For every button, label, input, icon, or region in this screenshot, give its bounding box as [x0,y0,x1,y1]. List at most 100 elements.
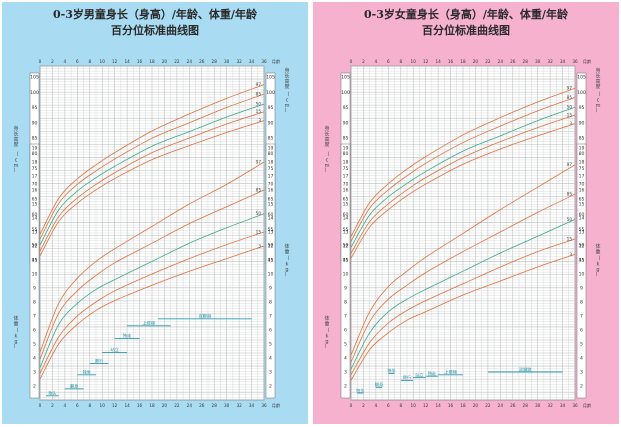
length-tick-right: 85 [268,136,274,142]
length-tick-left: 100 [30,90,39,96]
weight-tick-right: 4 [269,356,272,362]
weight-tick-left: 6 [33,328,36,334]
weight-percentile-label-85: 85 [256,187,262,192]
weight-tick-left: 3 [344,370,347,376]
length-tick-right: 75 [579,166,585,172]
length-percentile-label-85: 85 [567,95,573,100]
axis-label-char: m [14,163,19,169]
axis-label-char: c [326,157,329,163]
weight-tick-left: 10 [32,272,38,278]
length-percentile-label-85: 85 [256,91,262,96]
axis-label-char: g [596,267,599,273]
x-tick-label-bottom: 16 [448,403,454,408]
weight-tick-right: 9 [269,286,272,292]
x-tick-label-bottom: 32 [547,403,553,408]
weight-tick-right: 7 [580,314,583,320]
length-tick-right: 70 [579,181,585,187]
weight-tick-right: 11 [579,258,585,264]
x-tick-label-top: 14 [435,59,441,64]
length-tick-left: 70 [32,181,38,187]
axis-label-char: 长 [13,130,18,137]
axis-label-char: （ [13,328,18,334]
weight-axis-title-left: 体重 [324,315,329,327]
weight-axis-box [265,143,276,399]
x-tick-label-bottom: 28 [212,403,218,408]
axis-label-char: k [597,261,600,267]
weight-axis-unit-left: （kg） [13,328,18,350]
weight-tick-left: 2 [33,384,36,390]
weight-percentile-label-85: 85 [567,192,573,197]
weight-tick-right: 19 [579,146,585,152]
weight-curve-p15 [39,231,265,374]
milestone-label: 站立 [110,346,118,353]
x-tick-label-bottom: 8 [88,403,91,408]
weight-axis-unit-right: （kg） [595,256,600,278]
x-tick-label-top: 20 [162,59,168,64]
length-tick-left: 65 [343,197,349,203]
weight-curve-p97 [350,164,576,356]
length-tick-left: 50 [343,242,349,248]
weight-tick-right: 5 [580,342,583,348]
length-tick-left: 80 [343,151,349,157]
axis-label-char: m [285,103,290,109]
axis-label-char: （ [324,152,329,158]
x-tick-label-top: 10 [411,59,417,64]
weight-tick-left: 19 [32,146,38,152]
milestone-label: 爬行 [95,357,103,364]
length-axis-unit-left: （cm） [13,152,18,174]
axis-label-char: （ [284,92,289,98]
weight-tick-right: 10 [268,272,274,278]
x-tick-label-bottom: 26 [510,403,516,408]
grid-lines [350,65,576,401]
weight-tick-left: 2 [344,384,347,390]
x-tick-label-top: 4 [64,59,67,64]
length-tick-left: 80 [32,151,38,157]
axis-label-char: 重 [13,320,18,327]
milestone-label: 上楼梯 [444,369,457,376]
x-axis-unit-bottom: 月龄 [583,402,592,409]
length-tick-left: 95 [343,105,349,111]
x-tick-label-bottom: 20 [162,403,168,408]
weight-tick-right: 15 [579,202,585,208]
weight-tick-right: 3 [269,370,272,376]
length-tick-left: 65 [32,197,38,203]
length-tick-left: 70 [343,181,349,187]
axis-label-char: 长 [595,72,600,79]
x-tick-label-top: 22 [174,59,180,64]
x-tick-label-top: 18 [460,59,466,64]
x-tick-label-bottom: 10 [100,403,106,408]
x-tick-label-bottom: 12 [112,403,118,408]
x-tick-label-bottom: 16 [137,403,143,408]
weight-tick-right: 17 [268,174,274,180]
axis-label-char: g [285,267,288,273]
axis-label-char: 高 [284,78,289,85]
weight-tick-left: 3 [33,370,36,376]
x-tick-label-top: 6 [76,59,79,64]
axis-label-char: （ [284,256,289,262]
axis-label-char: 身 [13,125,18,132]
weight-tick-right: 6 [269,328,272,334]
axis-label-char: k [326,333,329,339]
x-tick-label-bottom: 24 [187,403,193,408]
x-tick-label-bottom: 14 [124,403,130,408]
weight-percentile-label-50: 50 [567,217,573,222]
length-tick-right: 55 [268,227,274,233]
x-tick-label-top: 28 [212,59,218,64]
length-tick-left: 75 [32,166,38,172]
weight-tick-right: 14 [268,216,274,222]
x-tick-label-bottom: 26 [199,403,205,408]
weight-tick-right: 11 [268,258,274,264]
x-axis-unit-top: 月龄 [272,58,281,65]
length-percentile-label-15: 15 [256,109,262,114]
axis-label-char: ） [284,108,289,114]
length-curve-p50 [350,106,576,248]
weight-tick-right: 7 [269,314,272,320]
milestone-bars [357,371,563,394]
weight-tick-left: 14 [32,216,38,222]
x-tick-label-bottom: 34 [560,403,566,408]
milestone-label: 翻身 [375,381,383,388]
weight-tick-right: 19 [268,146,274,152]
x-tick-label-bottom: 36 [261,403,267,408]
